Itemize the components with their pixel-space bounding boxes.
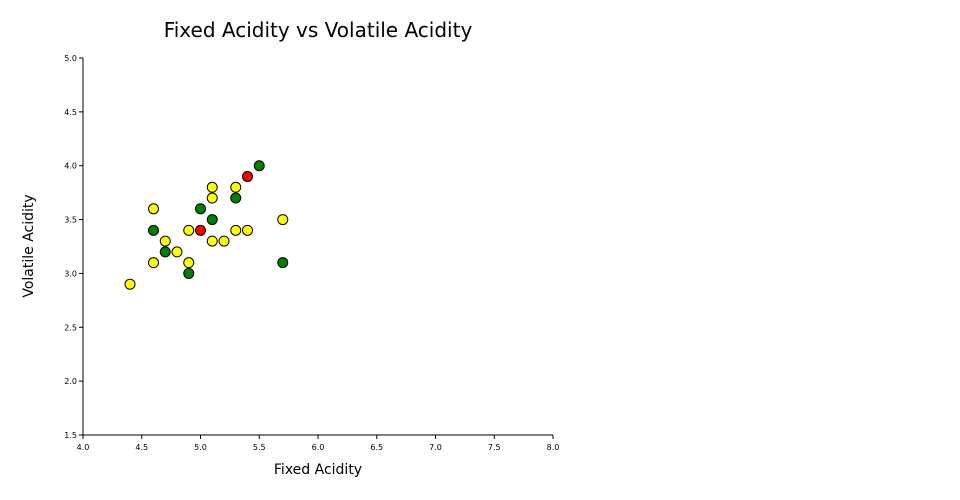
data-point xyxy=(206,192,218,204)
data-point xyxy=(230,224,242,236)
data-point xyxy=(253,160,265,172)
x-tick-label: 5.5 xyxy=(253,443,266,452)
data-point xyxy=(183,267,195,279)
data-point xyxy=(195,224,206,236)
y-tick-label: 2.5 xyxy=(64,323,77,332)
x-axis-label: Fixed Acidity xyxy=(274,462,362,478)
y-tick-label: 3.0 xyxy=(64,269,77,278)
y-tick-label: 1.5 xyxy=(64,431,77,440)
y-tick-label: 2.0 xyxy=(64,377,77,386)
data-point xyxy=(171,246,183,258)
data-point xyxy=(230,181,242,193)
data-point xyxy=(218,235,230,247)
y-axis-ticks: 1.5 2.0 2.5 3.0 3.5 4.0 4.5 5.0 xyxy=(64,54,83,440)
data-point xyxy=(159,246,171,258)
data-point xyxy=(206,235,218,247)
data-point xyxy=(242,170,253,182)
y-tick-label: 5.0 xyxy=(64,54,77,63)
data-point xyxy=(148,257,159,269)
chart-title: Fixed Acidity vs Volatile Acidity xyxy=(164,18,473,42)
data-point xyxy=(195,203,206,215)
x-tick-label: 5.0 xyxy=(194,443,207,452)
data-points xyxy=(124,160,289,290)
x-axis-ticks: 4.0 4.5 5.0 5.5 6.0 6.5 7.0 7.5 8.0 xyxy=(77,435,560,452)
data-point xyxy=(277,214,289,226)
x-tick-label: 4.5 xyxy=(135,443,148,452)
data-point xyxy=(148,224,159,236)
y-tick-label: 4.0 xyxy=(64,162,77,171)
data-point xyxy=(124,278,136,290)
y-tick-label: 4.5 xyxy=(64,108,77,117)
data-point xyxy=(277,257,289,269)
data-point xyxy=(242,224,253,236)
x-tick-label: 7.5 xyxy=(488,443,501,452)
data-point xyxy=(159,235,171,247)
x-tick-label: 8.0 xyxy=(547,443,560,452)
x-tick-label: 6.0 xyxy=(312,443,325,452)
data-point xyxy=(230,192,242,204)
x-tick-label: 6.5 xyxy=(370,443,383,452)
data-point xyxy=(183,257,195,269)
data-point xyxy=(148,203,159,215)
data-point xyxy=(206,214,218,226)
data-point xyxy=(206,181,218,193)
x-tick-label: 4.0 xyxy=(77,443,90,452)
y-tick-label: 3.5 xyxy=(64,216,77,225)
x-tick-label: 7.0 xyxy=(429,443,442,452)
y-axis-label: Volatile Acidity xyxy=(21,194,37,297)
data-point xyxy=(183,224,195,236)
